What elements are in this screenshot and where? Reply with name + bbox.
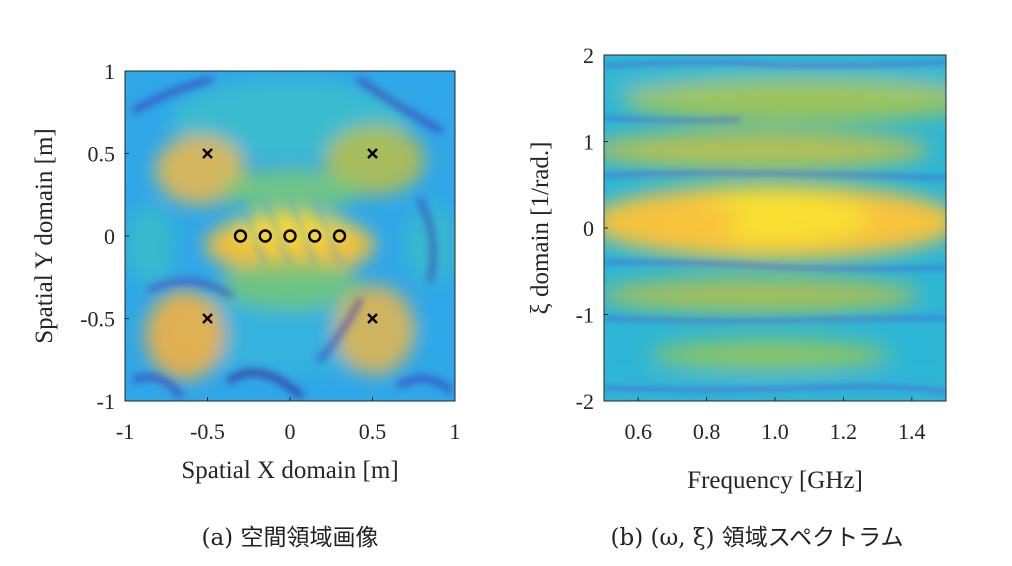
- x-tick-label-b: 0.8: [693, 419, 721, 444]
- caption-b: (b) (ω, ξ) 領域スペクトラム: [611, 525, 904, 551]
- circle-marker: [308, 229, 322, 243]
- x-tick-label-b: 1.0: [761, 419, 789, 444]
- x-tick-label-a: -1: [116, 419, 134, 444]
- y-axis-label-b: ξ domain [1/rad.]: [527, 142, 554, 315]
- y-tick-label-b: 2: [583, 43, 594, 68]
- y-axis-label-a: Spatial Y domain [m]: [31, 128, 58, 343]
- y-ticks-b: 2 1 0 -1 -2: [576, 43, 608, 414]
- y-tick-label-a: 0.5: [88, 142, 116, 167]
- y-tick-label-b: 1: [583, 130, 594, 155]
- y-tick-label-a: 0: [104, 224, 115, 249]
- x-axis-label-b: Frequency [GHz]: [687, 467, 863, 494]
- heatmap-b: [604, 55, 946, 401]
- circle-marker: [258, 229, 272, 243]
- cross-marker: [367, 148, 378, 159]
- x-tick-label-b: 1.4: [898, 419, 926, 444]
- x-axis-label-a: Spatial X domain [m]: [181, 457, 398, 484]
- x-tick-label-a: 1: [450, 419, 461, 444]
- circle-marker: [332, 229, 347, 243]
- y-tick-label-b: -1: [576, 303, 594, 328]
- circle-marker: [233, 229, 248, 243]
- x-tick-label-a: 0: [285, 419, 296, 444]
- x-tick-label-a: -0.5: [190, 419, 225, 444]
- x-ticks-a: -1 -0.5 0 0.5 1: [116, 397, 461, 444]
- circle-marker: [283, 229, 297, 243]
- y-ticks-a: 1 0.5 0 -0.5 -1: [80, 59, 129, 414]
- y-tick-label-a: -1: [97, 389, 115, 414]
- cross-marker: [202, 148, 213, 159]
- x-ticks-b: 0.6 0.8 1.0 1.2 1.4: [624, 397, 926, 444]
- x-tick-label-b: 1.2: [830, 419, 858, 444]
- y-tick-label-b: 0: [583, 216, 594, 241]
- cross-marker: [367, 313, 378, 324]
- y-tick-label-b: -2: [576, 389, 594, 414]
- x-tick-label-a: 0.5: [359, 419, 387, 444]
- heatmap-a: [125, 71, 455, 401]
- panel-b: 0.6 0.8 1.0 1.2 1.4 210-1-2 Frequency [GHz] …: [527, 43, 947, 551]
- cross-marker: [202, 313, 213, 324]
- panel-a: -1 -0.5 0 0.5 1 1 0.5 0 -0.5 -1 Spatial X domain…: [31, 59, 461, 551]
- caption-a: (a) 空間領域画像: [202, 525, 379, 551]
- markers-a: [202, 148, 378, 324]
- y-tick-label-a: 1: [104, 59, 115, 84]
- y-tick-label-a: -0.5: [80, 307, 115, 332]
- x-tick-label-b: 0.6: [624, 419, 652, 444]
